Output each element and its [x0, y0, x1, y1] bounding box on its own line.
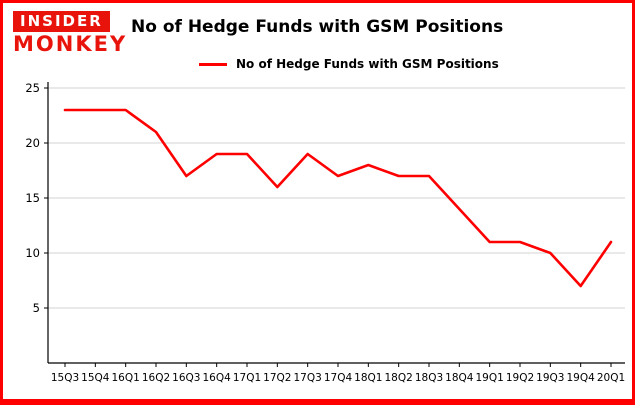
y-tick-label: 10 [25, 246, 40, 260]
x-tick-label-18Q2: 18Q2 [385, 372, 413, 384]
logo-insider-text: INSIDER [13, 11, 110, 32]
x-tick-label-17Q1: 17Q1 [233, 372, 261, 384]
x-tick-label-16Q1: 16Q1 [112, 372, 140, 384]
x-tick-label-19Q1: 19Q1 [476, 372, 504, 384]
x-tick-label-17Q4: 17Q4 [324, 372, 353, 384]
x-tick-label-18Q4: 18Q4 [445, 372, 474, 384]
x-tick-label-17Q3: 17Q3 [294, 372, 322, 384]
legend-label: No of Hedge Funds with GSM Positions [236, 57, 499, 71]
legend-line-swatch [199, 62, 227, 66]
x-tick-label-20Q1: 20Q1 [597, 372, 625, 384]
x-tick-label-15Q4: 15Q4 [81, 372, 110, 384]
x-tick-label-16Q3: 16Q3 [172, 372, 200, 384]
x-tick-label-16Q2: 16Q2 [142, 372, 170, 384]
y-tick-label: 15 [25, 191, 40, 205]
x-tick-label-17Q2: 17Q2 [263, 372, 291, 384]
x-tick-label-19Q2: 19Q2 [506, 372, 534, 384]
x-tick-label-18Q1: 18Q1 [354, 372, 382, 384]
series-line-hedge-funds [63, 108, 613, 288]
insider-monkey-logo: INSIDER MONKEY [13, 11, 128, 56]
x-tick-label-15Q3: 15Q3 [51, 372, 79, 384]
y-tick-label: 20 [25, 136, 40, 150]
legend: No of Hedge Funds with GSM Positions [199, 57, 499, 71]
logo-monkey-text: MONKEY [13, 32, 128, 56]
chart-title: No of Hedge Funds with GSM Positions [131, 17, 504, 37]
x-tick-label-19Q3: 19Q3 [536, 372, 564, 384]
x-tick-label-18Q3: 18Q3 [415, 372, 443, 384]
x-tick-label-19Q4: 19Q4 [567, 372, 596, 384]
x-tick-label-16Q4: 16Q4 [203, 372, 232, 384]
y-tick-label: 25 [25, 81, 40, 95]
y-tick-label: 5 [33, 301, 40, 315]
